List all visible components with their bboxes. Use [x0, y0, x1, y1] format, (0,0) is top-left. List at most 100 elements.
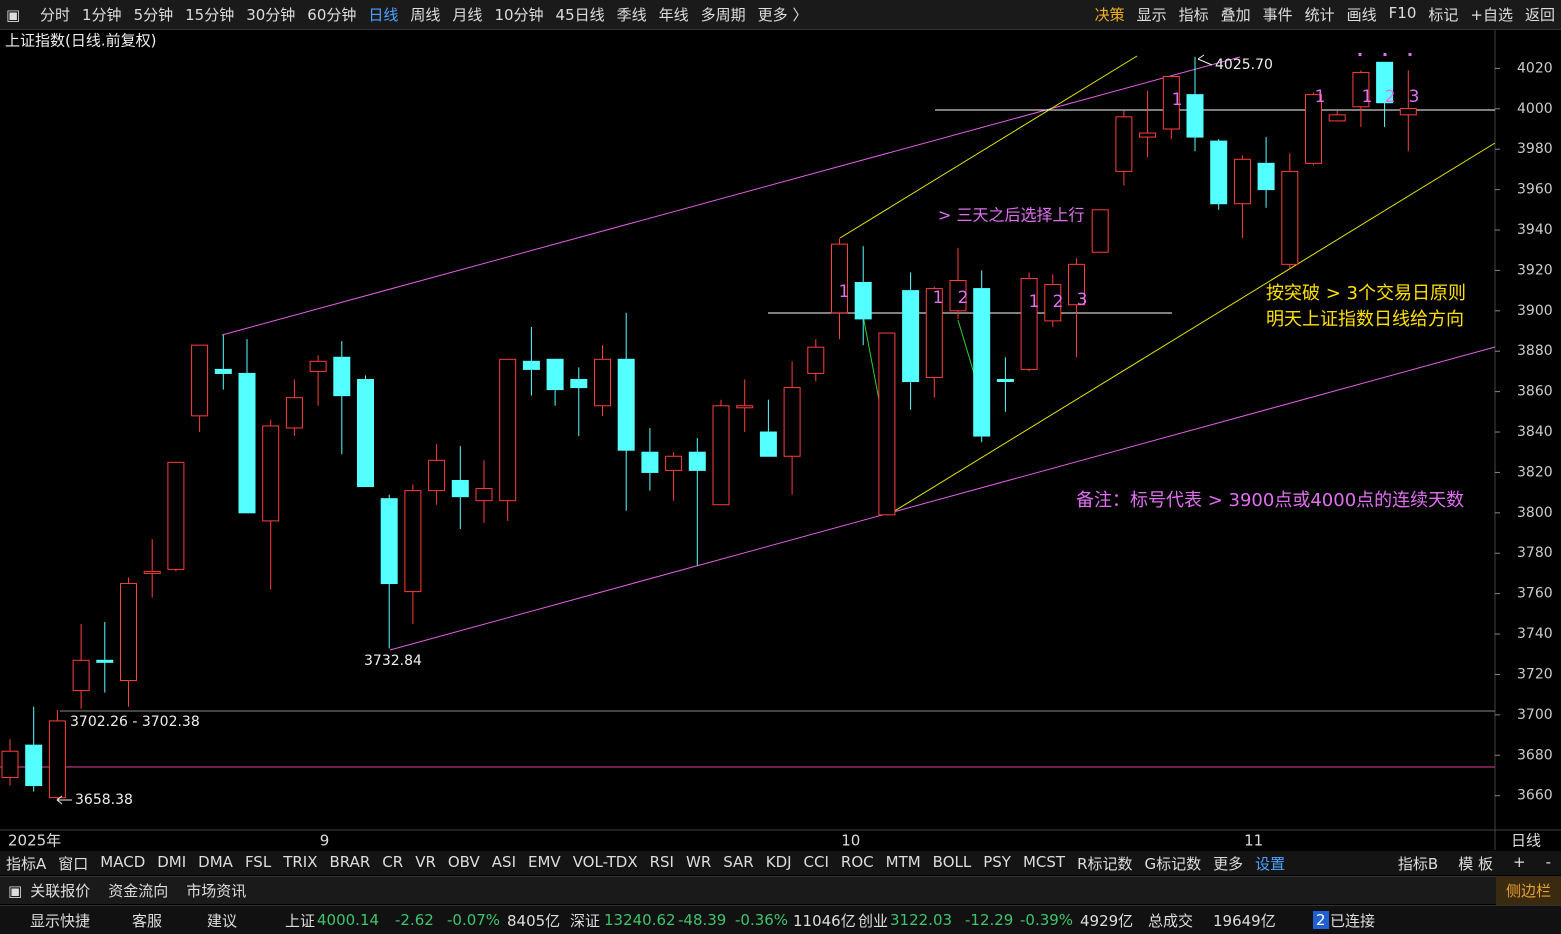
status-item: 深证	[570, 911, 601, 930]
period-tab[interactable]: 年线	[658, 6, 689, 24]
candle-body	[72, 659, 90, 692]
candle-body	[1044, 284, 1062, 322]
status-item: 显示快捷	[30, 911, 91, 930]
status-item: 4000.14	[317, 911, 380, 929]
candle-body	[428, 459, 446, 492]
indicator-tab[interactable]: 更多	[1213, 854, 1244, 873]
indicator-tab[interactable]: MACD	[100, 852, 146, 871]
candle-body	[1115, 116, 1133, 172]
indicator-tab[interactable]: ASI	[491, 852, 516, 871]
toolbar-button[interactable]: F10	[1388, 4, 1417, 22]
chart: 上证指数(日线.前复权) 3660 3680 3700 3720 3740 3760 378…	[0, 30, 1561, 850]
period-tab[interactable]: 季线	[616, 6, 647, 24]
toolbar-button[interactable]: 指标	[1178, 6, 1209, 24]
indicator-button[interactable]: -	[1545, 852, 1551, 871]
indicator-tab[interactable]: R标记数	[1077, 854, 1133, 873]
axis-label: 日线	[1511, 832, 1541, 850]
period-tab[interactable]: 日线	[368, 6, 399, 24]
dot	[1358, 53, 1362, 56]
indicator-tab[interactable]: ROC	[840, 852, 874, 871]
status-item: 11046亿	[793, 911, 856, 930]
toolbar-button[interactable]: +自选	[1470, 6, 1513, 24]
indicator-tab[interactable]: DMI	[157, 852, 187, 871]
indicator-tab[interactable]: CR	[382, 852, 404, 871]
indicator-tab[interactable]: VR	[415, 852, 436, 871]
price-label: 3732.84	[364, 653, 422, 669]
price-label: 3702.26 - 3702.38	[70, 714, 200, 730]
indicator-tab[interactable]: EMV	[528, 852, 561, 871]
toolbar-button[interactable]: 事件	[1262, 6, 1293, 24]
indicator-tab[interactable]: MCST	[1022, 852, 1066, 871]
x-tick-label: 10	[841, 832, 860, 850]
status-item: -12.29	[965, 911, 1014, 929]
period-tab[interactable]: 15分钟	[185, 6, 235, 24]
period-tab[interactable]: 月线	[452, 6, 483, 24]
candle-body	[594, 358, 611, 407]
indicator-tab[interactable]: DMA	[198, 852, 233, 871]
period-tab[interactable]: 分时	[40, 6, 71, 24]
status-item: -2.62	[395, 911, 434, 929]
indicator-tab[interactable]: 设置	[1255, 854, 1286, 873]
candle-body	[120, 583, 137, 682]
period-tab[interactable]: 周线	[410, 6, 441, 24]
indicator-tab[interactable]: OBV	[447, 852, 480, 871]
candle-body	[712, 405, 730, 506]
candle-body	[973, 288, 991, 437]
candle-body	[665, 455, 683, 471]
info-tab[interactable]: 关联报价	[30, 882, 91, 900]
indicator-tab[interactable]: BOLL	[932, 852, 972, 871]
toolbar-button[interactable]: 显示	[1136, 6, 1167, 24]
trend-line	[221, 56, 1241, 336]
period-tab[interactable]: 5分钟	[133, 6, 174, 24]
indicator-tab[interactable]: PSY	[983, 852, 1011, 871]
x-tick-label: 11	[1244, 832, 1263, 850]
indicator-button[interactable]: +	[1513, 852, 1526, 871]
indicator-tab[interactable]: 窗口	[58, 854, 89, 873]
indicator-tab[interactable]: RSI	[649, 852, 674, 871]
toolbar-button[interactable]: 标记	[1428, 6, 1459, 24]
info-tab[interactable]: 资金流向	[108, 882, 169, 900]
indicator-tab[interactable]: G标记数	[1144, 854, 1202, 873]
info-tab[interactable]: 市场资讯	[186, 882, 247, 900]
indicator-button[interactable]: 指标B	[1397, 854, 1439, 873]
toolbar-button[interactable]: 决策	[1094, 6, 1125, 24]
annotation: 备注：标号代表 > 3900点或4000点的连续天数	[1076, 490, 1464, 511]
period-tab[interactable]: 1分钟	[82, 6, 122, 24]
toolbar-button[interactable]: 叠加	[1220, 6, 1251, 24]
status-item: 创业	[858, 911, 889, 930]
period-tab[interactable]: 60分钟	[307, 6, 357, 24]
count-mark: 1	[1362, 87, 1373, 107]
indicator-tab[interactable]: FSL	[244, 852, 272, 871]
indicator-tab[interactable]: SAR	[723, 852, 754, 871]
toolbar-button[interactable]: 画线	[1346, 6, 1377, 24]
indicator-tab[interactable]: KDJ	[765, 852, 792, 871]
candle-body	[688, 451, 706, 471]
indicator-tab[interactable]: VOL-TDX	[572, 852, 638, 871]
indicator-tab[interactable]: BRAR	[329, 852, 371, 871]
candle-body	[1, 750, 19, 778]
indicator-tab[interactable]: WR	[685, 852, 712, 871]
period-tab[interactable]: 多周期	[700, 6, 746, 24]
period-tab[interactable]: 30分钟	[246, 6, 296, 24]
candle-body	[1281, 170, 1299, 265]
indicator-tab[interactable]: MTM	[885, 852, 921, 871]
candle-body	[783, 387, 801, 457]
period-tab[interactable]: 更多 〉	[757, 6, 808, 24]
toolbar-right: 决策 显示 指标 叠加 事件 统计 画线 F10 标记 +自选 返回	[1089, 4, 1561, 25]
sidebar-button[interactable]: 侧边栏	[1495, 876, 1561, 905]
indicator-tab[interactable]: TRIX	[283, 852, 318, 871]
period-tab[interactable]: 45日线	[555, 6, 605, 24]
candle-body	[499, 358, 517, 502]
toolbar-button[interactable]: 返回	[1524, 6, 1555, 24]
status-bar: 显示快捷 客服 建议 上证 4000.14 -2.62 -0.07% 8405亿 深证 13240…	[0, 905, 1561, 934]
y-tick-label: 3960	[1517, 182, 1553, 198]
indicator-tab[interactable]: CCI	[803, 852, 829, 871]
candle-body	[1210, 140, 1228, 205]
pointer	[56, 54, 1213, 805]
candle-body	[1352, 71, 1370, 108]
toolbar-button[interactable]: 统计	[1304, 6, 1335, 24]
indicator-tab[interactable]: 指标A	[6, 854, 47, 873]
candle-body	[1139, 132, 1157, 138]
indicator-button[interactable]: 模 板	[1458, 854, 1493, 873]
period-tab[interactable]: 10分钟	[494, 6, 544, 24]
